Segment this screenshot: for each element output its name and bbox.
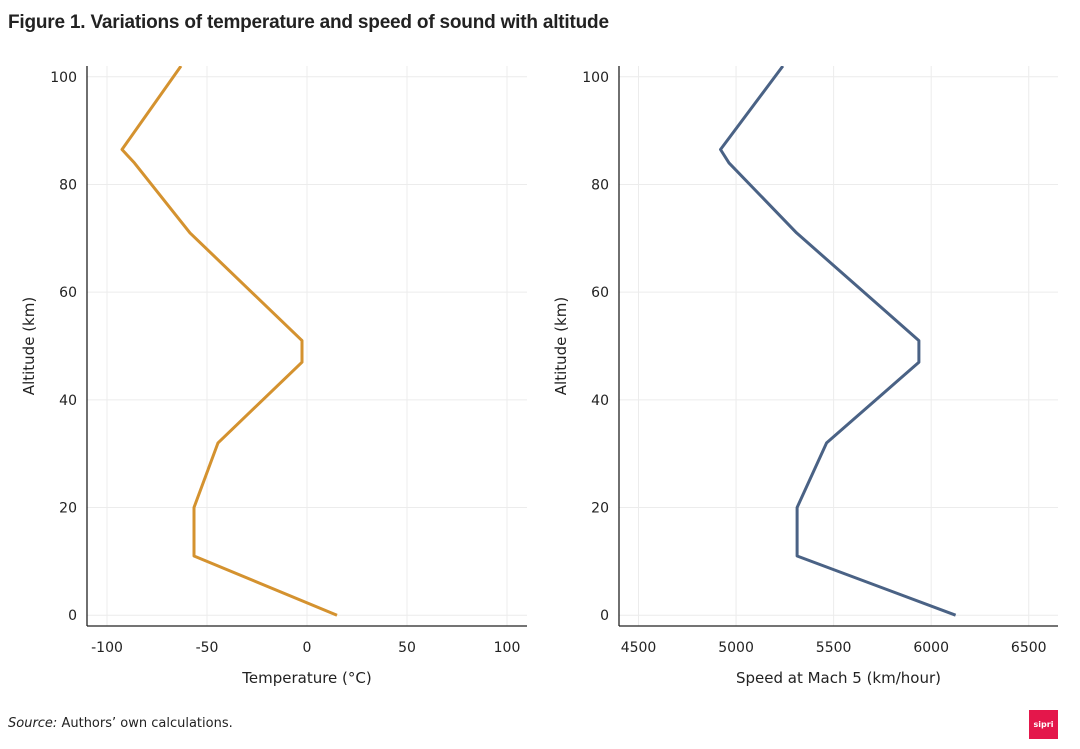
speed-x-tick-label: 5500	[816, 640, 852, 656]
speed-y-tick-label: 100	[582, 70, 609, 86]
temp-y-tick-label: 100	[50, 70, 77, 86]
speed-x-tick-label: 6000	[913, 640, 949, 656]
temp-x-tick-label: -100	[91, 640, 123, 656]
speed-y-tick-label: 80	[591, 177, 609, 193]
sipri-logo: sipri	[1029, 710, 1058, 739]
speed-y-tick-label: 20	[591, 501, 609, 517]
temp-x-tick-label: 0	[303, 640, 312, 656]
speed-series-line	[721, 66, 956, 615]
temp-y-tick-label: 80	[59, 177, 77, 193]
temp-x-tick-label: 50	[398, 640, 416, 656]
temp-series-line	[122, 66, 337, 615]
speed-y-tick-label: 60	[591, 285, 609, 301]
speed-x-tick-label: 5000	[718, 640, 754, 656]
source-label: Source:	[8, 716, 57, 731]
temp-x-tick-label: -50	[196, 640, 219, 656]
source-note: Source: Authors’ own calculations.	[8, 716, 233, 731]
temp-y-tick-label: 20	[59, 501, 77, 517]
speed-x-tick-label: 4500	[621, 640, 657, 656]
temp-y-tick-label: 60	[59, 285, 77, 301]
speed-y-tick-label: 40	[591, 393, 609, 409]
source-text: Authors’ own calculations.	[57, 716, 232, 731]
speed-x-axis-label: Speed at Mach 5 (km/hour)	[736, 669, 941, 687]
charts-canvas: -100 -50 0 50 100 0 20 40 60 80 100 Temperature (°C…	[0, 0, 1080, 700]
temp-y-tick-label: 0	[68, 608, 77, 624]
speed-y-axis-label: Altitude (km)	[552, 297, 570, 395]
temp-x-tick-label: 100	[494, 640, 521, 656]
temp-y-axis-label: Altitude (km)	[20, 297, 38, 395]
temp-x-axis-label: Temperature (°C)	[241, 669, 371, 687]
speed-y-tick-label: 0	[600, 608, 609, 624]
speed-x-tick-label: 6500	[1011, 640, 1047, 656]
temp-y-tick-label: 40	[59, 393, 77, 409]
